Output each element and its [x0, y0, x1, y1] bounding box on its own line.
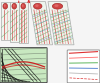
FancyBboxPatch shape — [67, 50, 100, 83]
Ellipse shape — [13, 4, 15, 7]
Ellipse shape — [3, 3, 8, 9]
Polygon shape — [48, 2, 74, 45]
Polygon shape — [19, 2, 28, 43]
Polygon shape — [30, 2, 52, 45]
Ellipse shape — [54, 4, 58, 7]
Ellipse shape — [34, 3, 42, 9]
Ellipse shape — [22, 4, 24, 7]
Ellipse shape — [12, 3, 17, 9]
FancyBboxPatch shape — [0, 48, 47, 83]
Ellipse shape — [35, 4, 39, 7]
Ellipse shape — [52, 3, 63, 9]
Ellipse shape — [21, 3, 26, 9]
Polygon shape — [10, 2, 18, 42]
Ellipse shape — [4, 4, 6, 7]
Polygon shape — [1, 2, 10, 40]
